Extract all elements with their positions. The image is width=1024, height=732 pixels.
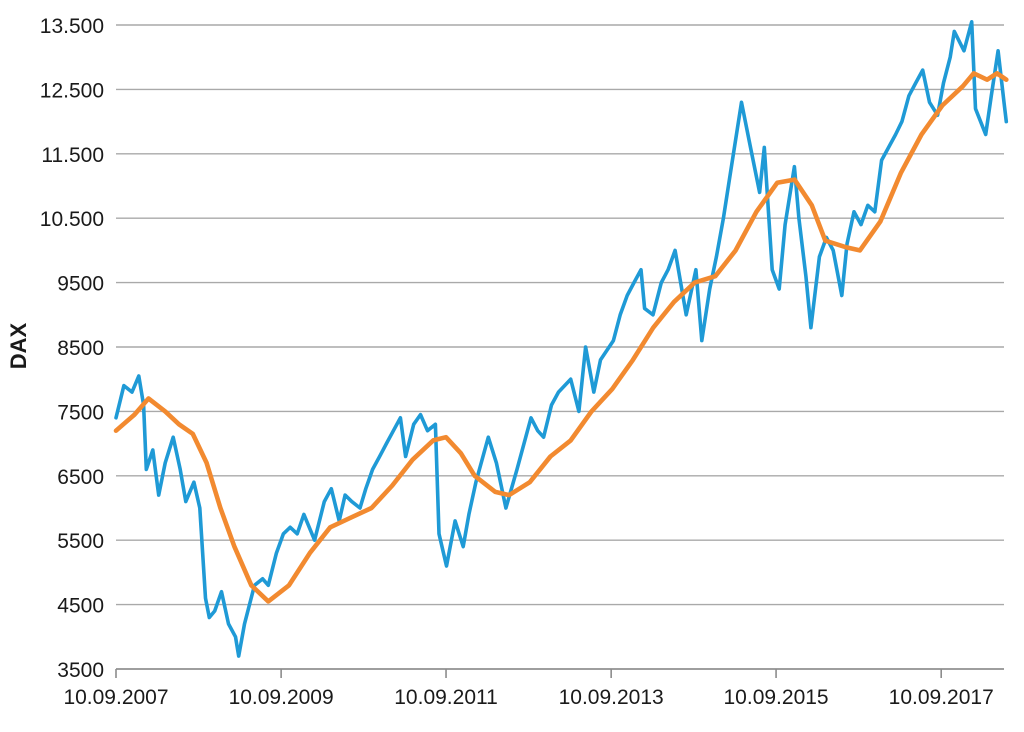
x-tick-label: 10.09.2007: [63, 686, 168, 709]
x-tick-label: 10.09.2011: [394, 686, 498, 709]
y-tick-label: 10.500: [40, 208, 104, 231]
x-tick-label: 10.09.2017: [889, 686, 994, 709]
dax-index-line: [114, 20, 1009, 658]
series-lines: [113, 20, 1009, 658]
y-tick-label: 3500: [57, 659, 104, 682]
y-tick-label: 5500: [57, 530, 104, 553]
y-tick-label: 9500: [57, 273, 104, 296]
y-tick-label: 4500: [57, 595, 104, 618]
y-axis-title: DAX: [6, 322, 31, 369]
x-axis: 10.09.2007 10.09.2009 10.09.2011 10.09.2013…: [63, 668, 1004, 709]
y-tick-label: 6500: [57, 466, 104, 489]
x-tick-label: 10.09.2013: [559, 686, 664, 709]
y-axis-tick-labels: 3500 4500 5500 6500 7500 8500 9500 10.500 11.500…: [40, 15, 104, 682]
y-tick-label: 8500: [57, 337, 104, 360]
x-tick-label: 10.09.2015: [724, 686, 829, 709]
grid-lines: [116, 24, 1004, 670]
y-tick-label: 7500: [57, 401, 104, 424]
moving-average-line: [113, 71, 1009, 604]
y-tick-label: 13.500: [40, 15, 104, 38]
y-tick-label: 12.500: [40, 79, 104, 102]
y-tick-label: 11.500: [41, 144, 104, 167]
x-tick-label: 10.09.2009: [229, 686, 334, 709]
